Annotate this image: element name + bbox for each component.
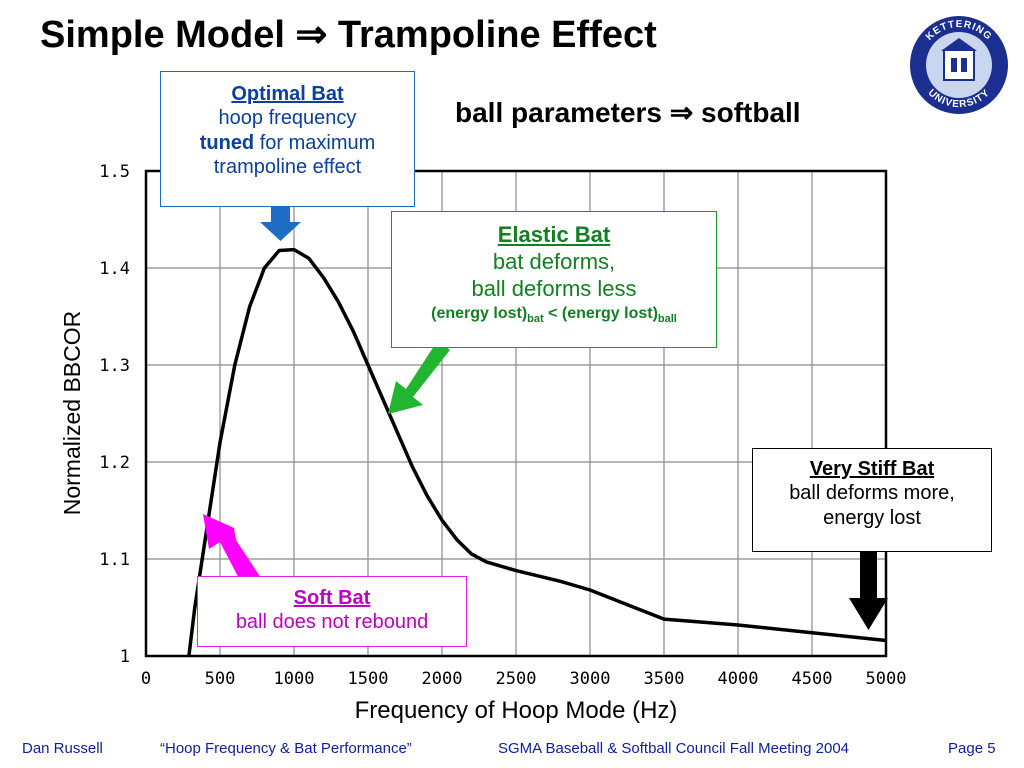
stiff-arrow (849, 552, 888, 630)
soft-arrow (203, 514, 261, 590)
title-main: Simple Model (40, 14, 285, 56)
x-tick-labels: 0 500 1000 1500 2000 2500 3000 3500 4000 4500 5000 (141, 669, 907, 689)
plot-frame (144, 169, 888, 658)
footer-page-number: Page 5 (948, 740, 996, 757)
footer-meeting: SGMA Baseball & Softball Council Fall Me… (498, 740, 850, 757)
elastic-bat-heading: Elastic Bat (497, 222, 611, 247)
elastic-arrow (388, 340, 450, 414)
x-tick-label-1000: 1000 (274, 669, 315, 689)
x-tick-label-3000: 3000 (570, 669, 611, 689)
subtitle: ball parameters ⇒ softball (455, 96, 801, 129)
title-rest: Trampoline Effect (337, 14, 657, 56)
very-stiff-bat-heading: Very Stiff Bat (809, 458, 935, 480)
soft-bat-heading: Soft Bat (293, 587, 371, 609)
optimal-arrow (260, 207, 301, 241)
slide-footer: Dan Russell “Hoop Frequency & Bat Perfor… (0, 740, 1024, 762)
optimal-bat-line3: trampoline effect (213, 156, 362, 179)
subtitle-rest: softball (701, 97, 801, 128)
y-tick-label-1.2: 1.2 (99, 453, 130, 473)
bbcor-curve (187, 247, 887, 657)
subtitle-arrow: ⇒ (669, 97, 694, 128)
y-tick-label-1.1: 1.1 (99, 550, 130, 570)
y-tick-label-1.5: 1.5 (99, 162, 130, 182)
elastic-bat-line2: ball deforms less (471, 275, 637, 301)
optimal-bat-tuned: tuned (199, 131, 255, 154)
y-tick-label-1.4: 1.4 (99, 259, 130, 279)
x-tick-label-5000: 5000 (866, 669, 907, 689)
bbcor-chart: 1 1.1 1.2 1.3 1.4 1.5 0 500 1000 1500 2000 2500 300… (59, 162, 907, 724)
optimal-bat-heading: Optimal Bat (231, 83, 344, 105)
elastic-bat-line1: bat deforms, (492, 248, 616, 274)
x-tick-label-1500: 1500 (348, 669, 389, 689)
soft-bat-line1: ball does not rebound (235, 611, 429, 634)
y-tick-label-1: 1 (120, 647, 130, 667)
elastic-bat-equation: (energy lost)bat < (energy lost)ball (431, 305, 677, 326)
x-tick-label-2000: 2000 (422, 669, 463, 689)
x-tick-label-500: 500 (205, 669, 236, 689)
x-tick-label-4000: 4000 (718, 669, 759, 689)
very-stiff-bat-line2: energy lost (823, 506, 921, 529)
logo-roof (941, 38, 977, 51)
x-tick-label-2500: 2500 (496, 669, 537, 689)
optimal-bat-line1: hoop frequency (218, 107, 357, 130)
optimal-bat-note: Optimal Bat hoop frequency tuned for max… (160, 71, 415, 207)
subtitle-main: ball parameters (455, 97, 662, 128)
y-axis-label: Normalized BBCOR (59, 311, 85, 516)
very-stiff-bat-line1: ball deforms more, (789, 482, 955, 505)
footer-talk-title: “Hoop Frequency & Bat Performance” (160, 740, 412, 757)
x-tick-label-0: 0 (141, 669, 151, 689)
very-stiff-bat-note: Very Stiff Bat ball deforms more, energy… (752, 448, 992, 552)
y-tick-labels: 1 1.1 1.2 1.3 1.4 1.5 (99, 162, 130, 667)
optimal-bat-line2: for maximum (254, 131, 376, 154)
x-tick-label-4500: 4500 (792, 669, 833, 689)
x-axis-label: Frequency of Hoop Mode (Hz) (355, 697, 678, 724)
kettering-university-logo: KETTERING UNIVERSITY (910, 16, 1008, 114)
y-tick-label-1.3: 1.3 (99, 356, 130, 376)
logo-window-left (951, 58, 957, 72)
soft-bat-note: Soft Bat ball does not rebound (197, 576, 467, 647)
footer-author: Dan Russell (22, 740, 103, 757)
slide-title: Simple Model ⇒ Trampoline Effect (40, 12, 657, 57)
logo-window-right (961, 58, 967, 72)
logo-building (943, 49, 975, 81)
x-tick-label-3500: 3500 (644, 669, 685, 689)
title-arrow: ⇒ (295, 14, 328, 56)
elastic-bat-note: Elastic Bat bat deforms, ball deforms le… (391, 211, 717, 348)
